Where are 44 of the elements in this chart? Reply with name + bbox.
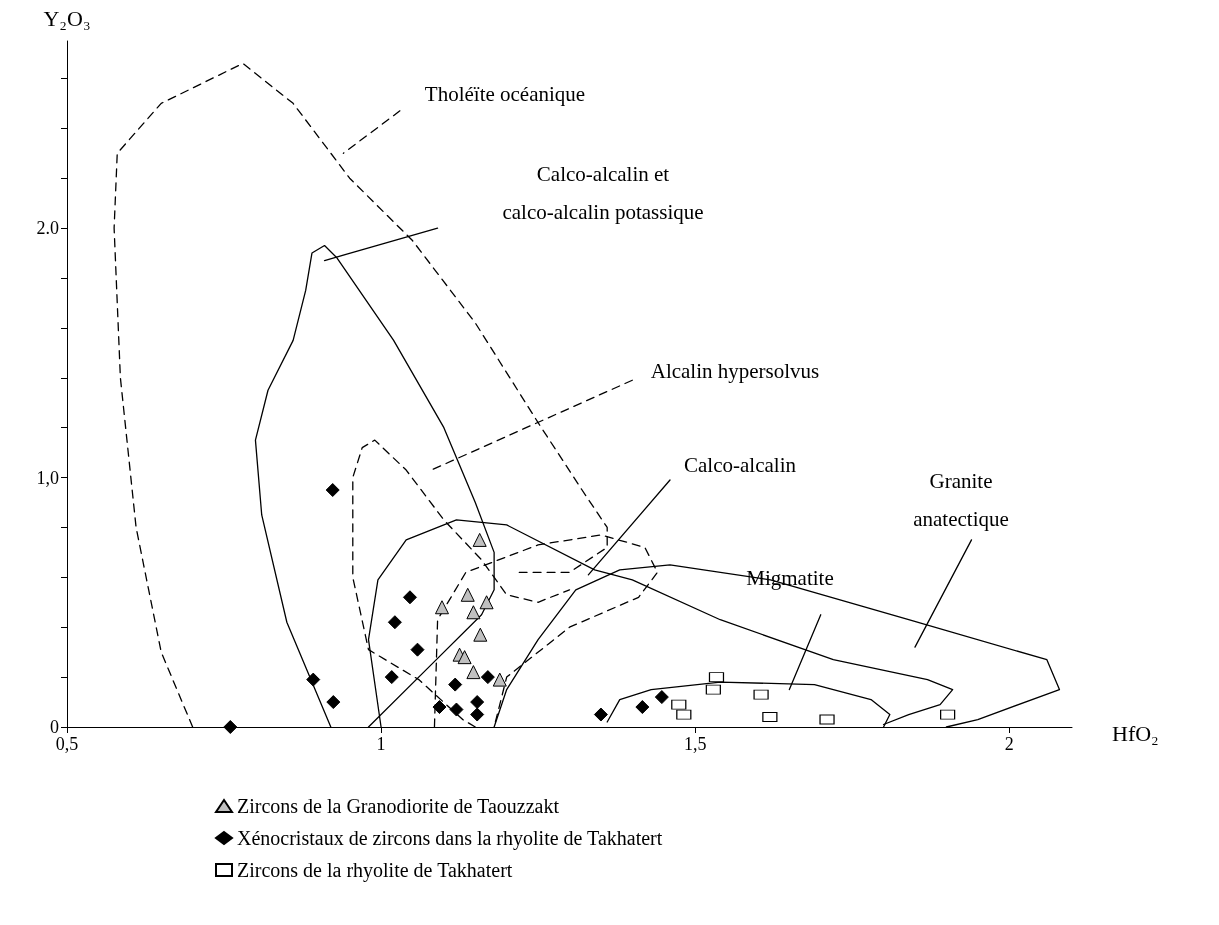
y-tick-label: 0 <box>50 717 59 737</box>
point <box>635 700 650 715</box>
point <box>470 707 485 722</box>
point <box>326 695 341 710</box>
point <box>466 665 481 680</box>
legend-label: Zircons de la rhyolite de Takhatert <box>237 859 513 882</box>
point <box>402 590 417 605</box>
x-tick-label: 1 <box>376 734 386 754</box>
point <box>492 672 507 687</box>
point <box>472 532 487 547</box>
point <box>480 670 495 685</box>
x-tick-label: 0,5 <box>55 734 79 754</box>
point <box>448 677 463 692</box>
point <box>479 595 494 610</box>
point <box>470 695 485 710</box>
annotation: Tholéïte océanique <box>424 82 586 106</box>
point <box>593 707 608 722</box>
point <box>387 615 402 630</box>
legend-label: Zircons de la Granodiorite de Taouzzakt <box>237 795 560 817</box>
annotation: Calco-alcalin et calco-alcalin potassique <box>502 162 704 224</box>
point <box>434 600 449 615</box>
annotation: Migmatite <box>746 566 834 590</box>
point <box>466 605 481 620</box>
annotation: Granite anatectique <box>913 469 1009 531</box>
point <box>654 690 669 705</box>
point <box>306 672 321 687</box>
point <box>223 720 238 734</box>
y-axis-title: Y₂O₃ <box>43 5 91 31</box>
point <box>325 483 340 498</box>
x-tick-label: 2 <box>1004 734 1014 754</box>
legend-label: Xénocristaux de zircons dans la rhyolite de Takhatert <box>237 827 663 850</box>
point <box>384 670 399 685</box>
annotation: Alcalin hypersolvus <box>650 359 820 383</box>
point <box>460 587 475 602</box>
point <box>432 700 447 715</box>
point <box>410 642 425 657</box>
point <box>473 627 488 642</box>
y-tick-label: 2.0 <box>36 218 59 239</box>
y-tick-label: 1,0 <box>36 467 59 488</box>
x-tick-label: 1,5 <box>683 734 707 754</box>
point <box>449 702 464 717</box>
point <box>457 650 472 665</box>
annotation: Calco-alcalin <box>684 453 797 477</box>
x-axis-title: HfO₂ <box>1112 720 1159 746</box>
